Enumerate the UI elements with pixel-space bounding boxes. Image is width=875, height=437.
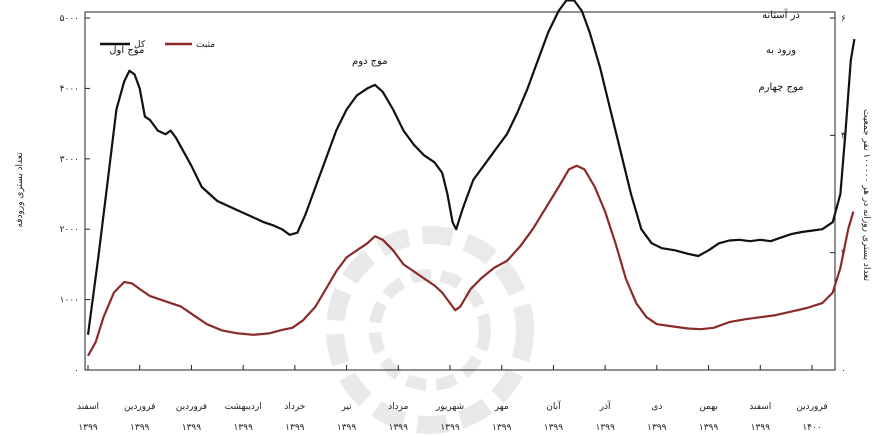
annotation-wave4c: موج چهارم bbox=[758, 82, 803, 93]
x-tick-month-label: فروردین bbox=[124, 402, 155, 412]
x-tick-year-label: ۱۳۹۹ bbox=[389, 423, 409, 433]
x-tick-year-label: ۱۳۹۹ bbox=[233, 423, 253, 433]
plot-frame bbox=[84, 11, 836, 371]
legend-label-total: کل bbox=[134, 40, 146, 50]
watermark-logo bbox=[326, 226, 534, 434]
right-tick-label: ۶ bbox=[841, 14, 846, 24]
x-tick-month-label: مرداد bbox=[388, 402, 408, 412]
x-tick-year-label: ۱۳۹۹ bbox=[647, 423, 667, 433]
series-line-کل bbox=[86, 0, 856, 335]
right-tick-label: ۰ bbox=[841, 366, 846, 376]
y-axis-left-title: تعداد بستری ورودفه bbox=[15, 152, 25, 228]
left-tick-label: ۴۰۰۰ bbox=[60, 84, 79, 94]
annotation-wave2: موج دوم bbox=[352, 56, 388, 67]
x-tick-month-label: شهریور bbox=[435, 402, 464, 412]
x-tick-year-label: ۱۳۹۹ bbox=[182, 423, 202, 433]
x-tick-year-label: ۱۳۹۹ bbox=[337, 423, 357, 433]
series-layer bbox=[86, 0, 856, 357]
x-tick-year-label: ۱۳۹۹ bbox=[699, 423, 719, 433]
series-line-مثبت bbox=[87, 164, 855, 357]
x-tick-year-label: ۱۳۹۹ bbox=[751, 423, 771, 433]
x-tick-year-label: ۱۳۹۹ bbox=[595, 423, 615, 433]
x-tick-year-label: ۱۴۰۰ bbox=[802, 423, 821, 433]
annotation-wave4b: ورود به bbox=[766, 45, 796, 56]
x-tick-month-label: خرداد bbox=[284, 402, 305, 412]
annotation-wave1: موج اول bbox=[109, 45, 144, 56]
left-tick-label: ۵۰۰۰ bbox=[60, 14, 79, 24]
x-tick-month-label: فروردین bbox=[796, 402, 827, 412]
left-tick-label: ۲۰۰۰ bbox=[60, 225, 79, 235]
right-tick-label: ۴ bbox=[841, 131, 846, 141]
x-tick-month-label: اسفند bbox=[77, 402, 99, 412]
x-tick-month-label: مهر bbox=[494, 402, 509, 412]
x-tick-month-label: اردیبهشت bbox=[225, 402, 262, 412]
x-tick-month-label: تیر bbox=[340, 402, 352, 412]
x-tick-month-label: آذر bbox=[599, 400, 611, 412]
x-tick-year-label: ۱۳۹۹ bbox=[285, 423, 305, 433]
x-axis: اسفند ۱۳۹۹ فروردین ۱۳۹۹ فروردین ۱۳۹۹ اردیبهشت ۱… bbox=[77, 365, 828, 433]
annotation-wave4a: در آستانه bbox=[762, 8, 800, 21]
x-tick-year-label: ۱۳۹۹ bbox=[130, 423, 150, 433]
y-axis-right-title: تعداد بستری روزانه در هر ۱۰۰۰۰۰ نفر جمعی… bbox=[861, 109, 871, 282]
legend: کل مثبت bbox=[100, 40, 215, 50]
x-tick-year-label: ۱۳۹۹ bbox=[440, 423, 460, 433]
x-tick-year-label: ۱۳۹۹ bbox=[492, 423, 512, 433]
left-axis: ۰ ۱۰۰۰ ۲۰۰۰ ۳۰۰۰ ۴۰۰۰ ۵۰۰۰ bbox=[60, 14, 90, 376]
x-tick-month-label: بهمن bbox=[699, 402, 718, 412]
x-tick-year-label: ۱۳۹۹ bbox=[78, 423, 98, 433]
x-tick-month-label: دی bbox=[651, 402, 662, 412]
left-tick-label: ۱۰۰۰ bbox=[60, 296, 79, 306]
x-tick-month-label: اسفند bbox=[749, 402, 771, 412]
left-tick-label: ۳۰۰۰ bbox=[60, 155, 79, 165]
x-tick-month-label: آبان bbox=[546, 400, 561, 412]
left-tick-label: ۰ bbox=[74, 366, 79, 376]
x-tick-month-label: فروردین bbox=[176, 402, 207, 412]
legend-label-positive: مثبت bbox=[196, 40, 215, 50]
x-tick-year-label: ۱۳۹۹ bbox=[544, 423, 564, 433]
